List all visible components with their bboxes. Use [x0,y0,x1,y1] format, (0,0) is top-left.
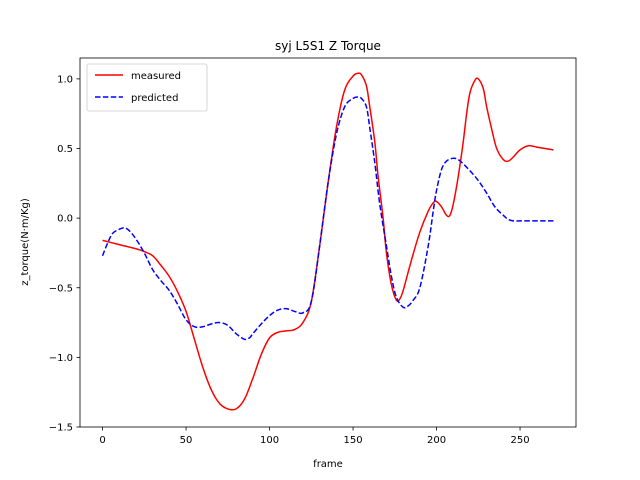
y-tick-label: 0.5 [57,144,73,155]
plot-area [80,58,576,427]
x-tick-label: 250 [511,435,530,446]
legend: measured predicted [86,63,208,112]
x-tick-label: 150 [344,435,363,446]
plot-frame [79,57,577,428]
x-tick-label: 100 [260,435,279,446]
series-line-predicted [101,96,554,341]
x-tick-label: 50 [180,435,193,446]
y-axis-title: z_torque(N·m/Kg) [20,198,31,286]
y-tick-label: −1.5 [49,423,73,434]
series-layer [101,72,554,411]
x-tick-label: 0 [99,435,105,446]
legend-label-predicted: predicted [131,93,178,104]
x-tick-label: 200 [427,435,446,446]
y-tick-label: 0.0 [57,214,73,225]
y-tick-label: −1.0 [49,353,73,364]
y-tick-label: 1.0 [57,74,73,85]
chart-title: syj L5S1 Z Torque [275,39,381,53]
y-tick-label: −0.5 [49,283,73,294]
y-axis-ticks: −1.5 −1.0 −0.5 0.0 0.5 1.0 [49,74,80,434]
series-line-measured [102,72,554,411]
legend-label-measured: measured [131,71,181,82]
x-axis-title: frame [313,459,343,470]
x-axis-ticks: 0 50 100 150 200 250 [99,427,530,446]
